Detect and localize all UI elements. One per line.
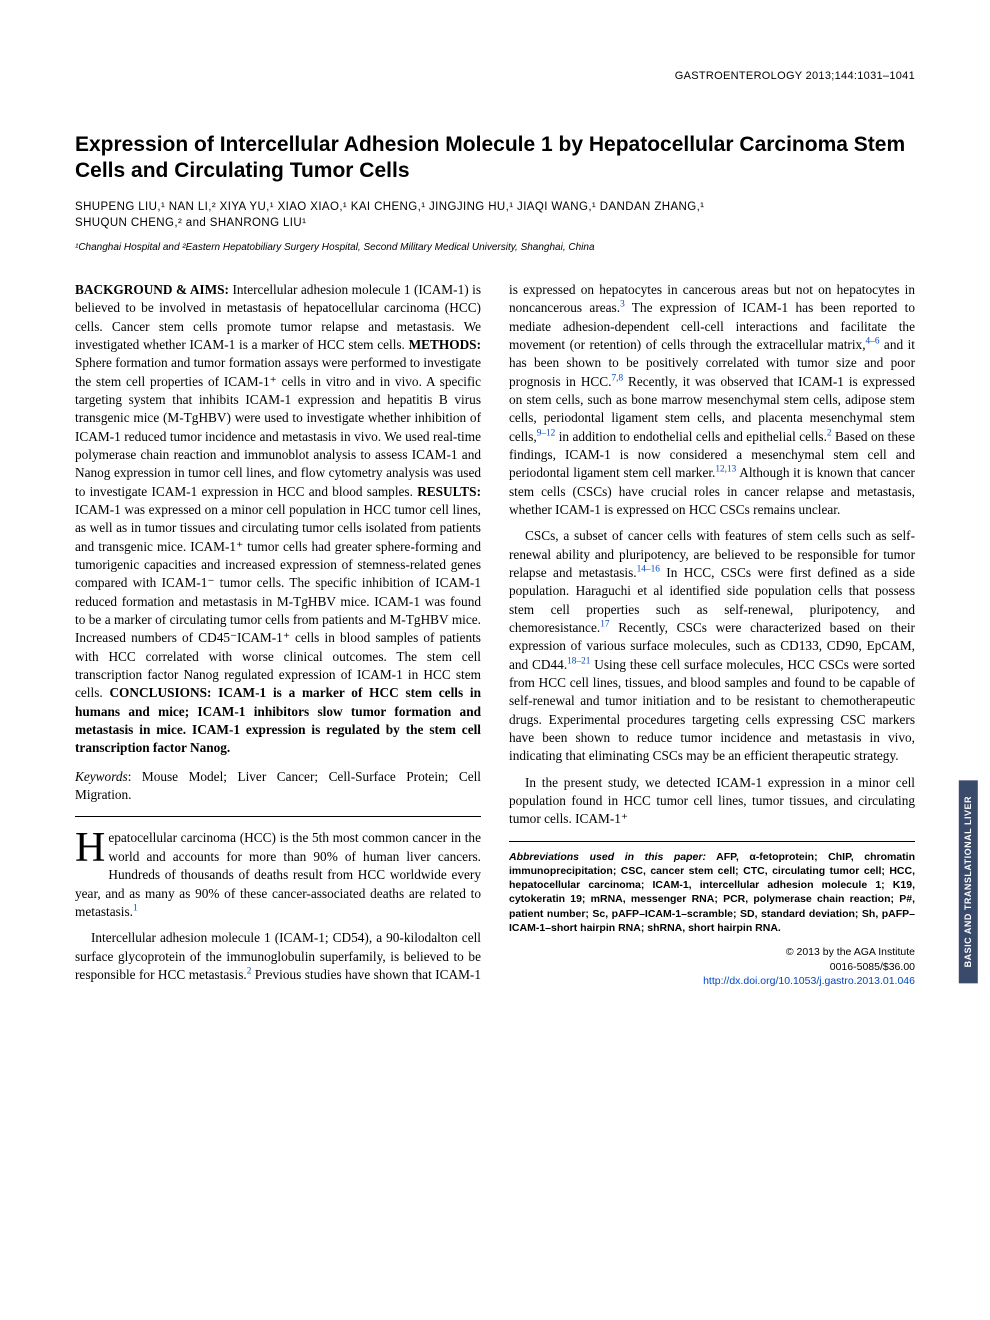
- citation-ref[interactable]: 1: [133, 903, 138, 913]
- abstract-conclusions-label: CONCLUSIONS:: [109, 685, 211, 700]
- abbrev-text: AFP, α-fetoprotein; ChIP, chromatin immu…: [509, 851, 915, 934]
- citation-ref[interactable]: 14–16: [637, 565, 660, 575]
- citation-ref[interactable]: 9–12: [537, 428, 556, 438]
- abbreviations: Abbreviations used in this paper: AFP, α…: [509, 850, 915, 935]
- copyright-block: © 2013 by the AGA Institute 0016-5085/$3…: [509, 945, 915, 989]
- authors-block: SHUPENG LIU,¹ NAN LI,² XIYA YU,¹ XIAO XI…: [75, 199, 915, 232]
- citation-ref[interactable]: 4–6: [866, 336, 880, 346]
- two-column-body: BACKGROUND & AIMS: Intercellular adhesio…: [75, 281, 915, 989]
- abstract: BACKGROUND & AIMS: Intercellular adhesio…: [75, 281, 481, 758]
- abstract-background-label: BACKGROUND & AIMS:: [75, 282, 229, 297]
- abstract-divider: [75, 816, 481, 817]
- p4: In the present study, we detected ICAM-1…: [509, 775, 915, 827]
- dropcap: H: [75, 829, 108, 867]
- keywords-label: Keywords: [75, 769, 128, 784]
- doi-link[interactable]: http://dx.doi.org/10.1053/j.gastro.2013.…: [509, 974, 915, 989]
- citation-ref[interactable]: 18–21: [567, 656, 590, 666]
- keywords: Keywords: Mouse Model; Liver Cancer; Cel…: [75, 768, 481, 805]
- abbrev-label: Abbreviations used in this paper:: [509, 851, 706, 863]
- intro-paragraph-3: CSCs, a subset of cancer cells with feat…: [509, 527, 915, 765]
- section-side-tab: BASIC AND TRANSLATIONAL LIVER: [959, 780, 978, 983]
- abstract-results-label: RESULTS:: [417, 484, 481, 499]
- citation-ref[interactable]: 12,13: [715, 465, 736, 475]
- keywords-text: : Mouse Model; Liver Cancer; Cell-Surfac…: [75, 769, 481, 802]
- authors-line-2: SHUQUN CHENG,² and SHANRONG LIU¹: [75, 215, 915, 232]
- citation-ref[interactable]: 17: [600, 620, 609, 630]
- citation-ref[interactable]: 7,8: [612, 373, 624, 383]
- abstract-methods-text: Sphere formation and tumor formation ass…: [75, 355, 481, 498]
- p3d: Using these cell surface molecules, HCC …: [509, 657, 915, 764]
- footer-box: Abbreviations used in this paper: AFP, α…: [509, 841, 915, 989]
- intro-paragraph-1: Hepatocellular carcinoma (HCC) is the 5t…: [75, 829, 481, 921]
- copyright-line: © 2013 by the AGA Institute: [509, 945, 915, 960]
- issn-line: 0016-5085/$36.00: [509, 960, 915, 975]
- abstract-methods-label: METHODS:: [409, 337, 481, 352]
- abstract-results-text: ICAM-1 was expressed on a minor cell pop…: [75, 502, 481, 700]
- article-title: Expression of Intercellular Adhesion Mol…: [75, 132, 915, 185]
- running-header: GASTROENTEROLOGY 2013;144:1031–1041: [75, 70, 915, 82]
- affiliations: ¹Changhai Hospital and ²Eastern Hepatobi…: [75, 242, 915, 253]
- authors-line-1: SHUPENG LIU,¹ NAN LI,² XIYA YU,¹ XIAO XI…: [75, 199, 915, 216]
- p2f: in addition to endothelial cells and epi…: [555, 429, 827, 444]
- intro-paragraph-4: In the present study, we detected ICAM-1…: [509, 774, 915, 829]
